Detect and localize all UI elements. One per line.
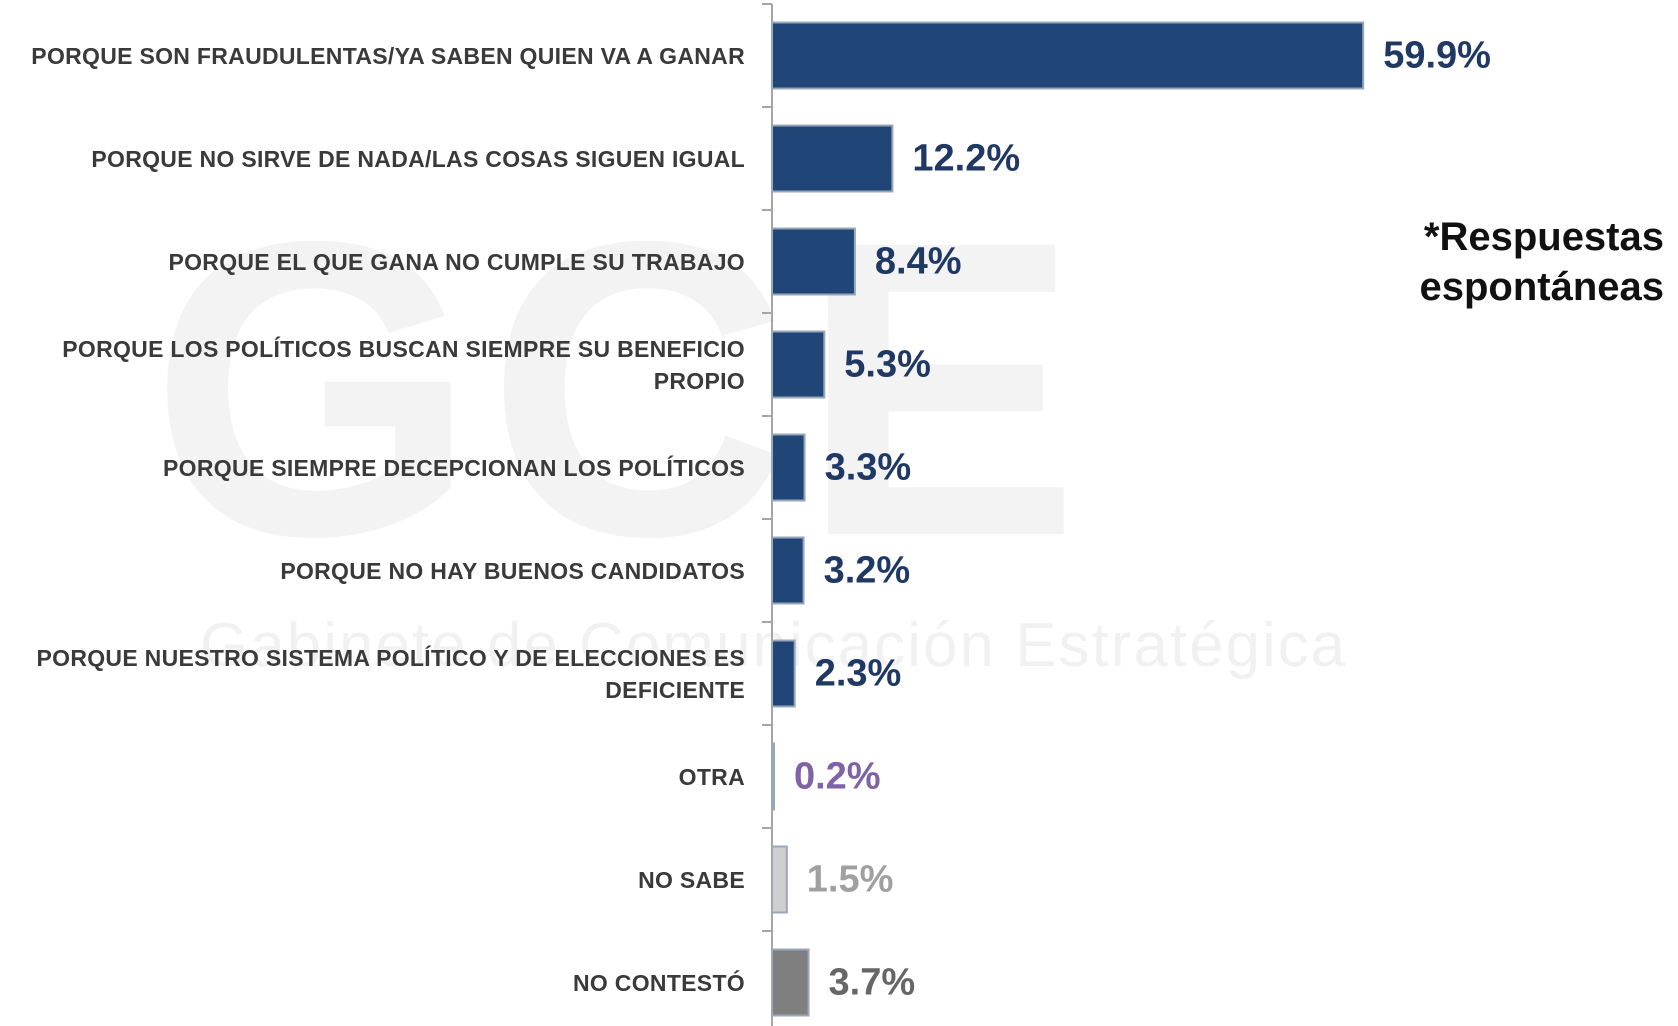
value-label: 0.2% bbox=[794, 756, 881, 798]
value-label: 3.3% bbox=[825, 447, 912, 489]
bar bbox=[771, 948, 810, 1017]
value-label: 12.2% bbox=[912, 138, 1020, 180]
value-label: 3.2% bbox=[824, 550, 911, 592]
category-label: PORQUE NO SIRVE DE NADA/LAS COSAS SIGUEN… bbox=[91, 145, 745, 172]
category-label: PORQUE EL QUE GANA NO CUMPLE SU TRABAJO bbox=[168, 248, 745, 275]
bar bbox=[771, 21, 1365, 90]
value-label: 2.3% bbox=[815, 653, 902, 695]
bar bbox=[771, 330, 826, 399]
bar bbox=[771, 845, 788, 914]
bar bbox=[771, 742, 775, 811]
category-label: PORQUE SON FRAUDULENTAS/YA SABEN QUIEN V… bbox=[31, 42, 745, 69]
category-label: NO CONTESTÓ bbox=[573, 969, 745, 996]
value-label: 3.7% bbox=[829, 962, 916, 1004]
category-label: PORQUE SIEMPRE DECEPCIONAN LOS POLÍTICOS bbox=[163, 454, 745, 481]
value-label: 1.5% bbox=[807, 859, 894, 901]
category-label: PORQUE NUESTRO SISTEMA POLÍTICO Y DE ELE… bbox=[36, 644, 745, 703]
value-label: 5.3% bbox=[844, 344, 931, 386]
annotation: *Respuestas espontáneas bbox=[1419, 215, 1664, 309]
category-label: NO SABE bbox=[638, 866, 745, 893]
category-label: PORQUE LOS POLÍTICOS BUSCAN SIEMPRE SU B… bbox=[62, 335, 745, 394]
bar bbox=[771, 124, 894, 193]
bar bbox=[771, 536, 805, 605]
bar bbox=[771, 639, 796, 708]
bar bbox=[771, 433, 806, 502]
bar bbox=[771, 227, 856, 296]
value-label: 8.4% bbox=[875, 241, 962, 283]
value-label: 59.9% bbox=[1383, 35, 1491, 77]
watermark-logo: GCE bbox=[150, 180, 1090, 600]
category-label: OTRA bbox=[678, 763, 745, 790]
category-label: PORQUE NO HAY BUENOS CANDIDATOS bbox=[280, 557, 745, 584]
